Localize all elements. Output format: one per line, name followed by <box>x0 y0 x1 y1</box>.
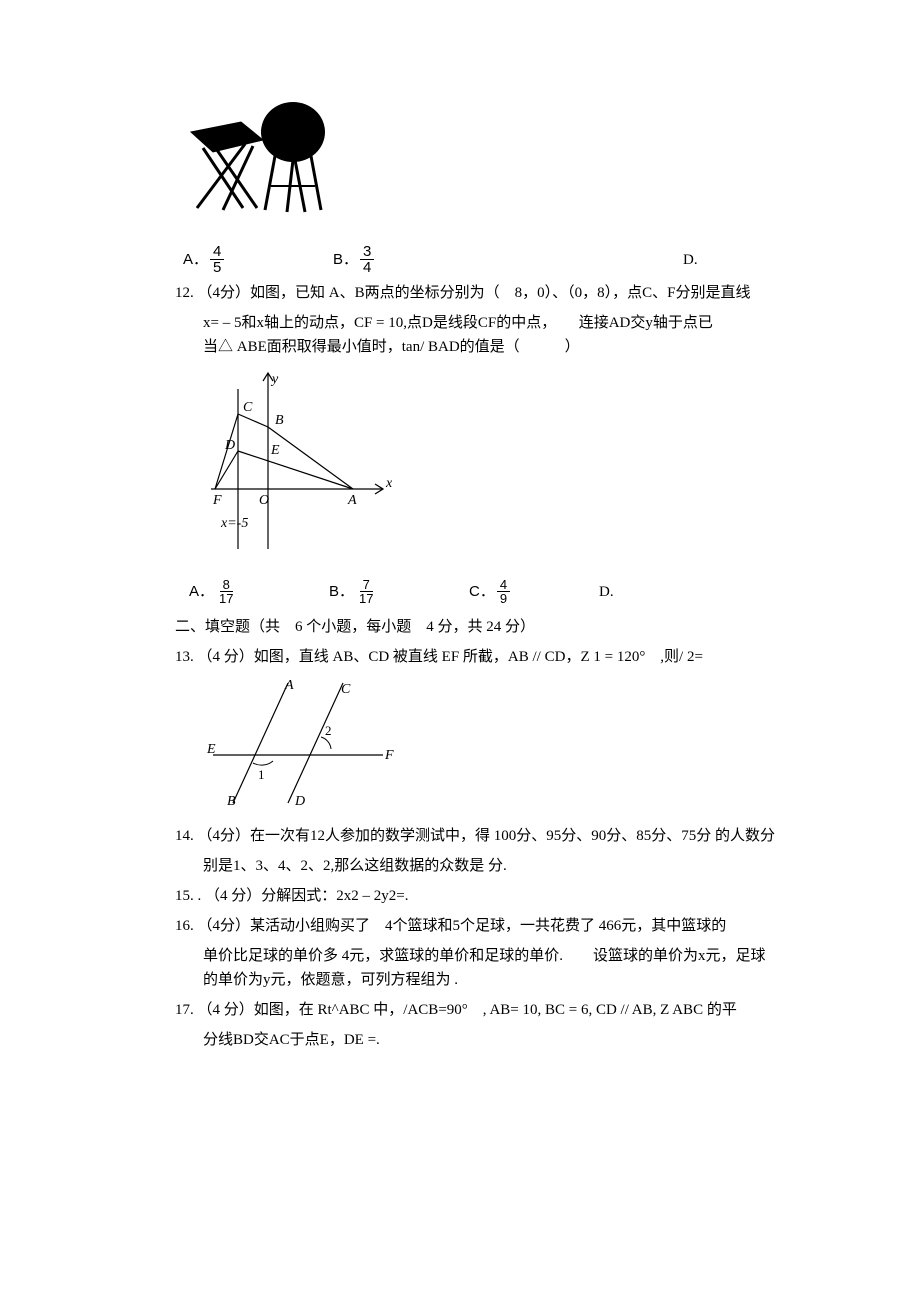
svg-text:F: F <box>212 493 222 508</box>
q12-c-frac: 4 9 <box>497 578 510 605</box>
opt-b-frac: 3 4 <box>360 244 374 275</box>
q15-text: （4 分）分解因式：2x2 – 2y2=. <box>205 888 408 904</box>
q12-c-label: C． <box>469 580 495 604</box>
q12-num: 12. <box>175 285 194 301</box>
q16-line1: （4分）某活动小组购买了 4个篮球和5个足球，一共花费了 466元，其中篮球的 <box>198 918 727 934</box>
q16-num: 16. <box>175 918 194 934</box>
q12-b-label: B． <box>329 580 354 604</box>
q17: 17. （4 分）如图，在 Rt^ABC 中，/ACB=90° , AB= 10… <box>175 998 775 1022</box>
q11-options: A． 4 5 B． 3 4 D. <box>183 244 775 275</box>
svg-text:A: A <box>347 493 357 508</box>
q12-options: A． 8 17 B． 7 17 C． 4 9 D. <box>189 578 775 605</box>
q12-graph: y C B D E F O A x x=-5 <box>203 369 775 572</box>
q15-num: 15. . <box>175 888 201 904</box>
opt-b-label: B． <box>333 248 358 272</box>
svg-text:F: F <box>384 748 394 763</box>
svg-text:E: E <box>206 742 216 757</box>
svg-text:1: 1 <box>258 767 265 782</box>
q17-line1: （4 分）如图，在 Rt^ABC 中，/ACB=90° , AB= 10, BC… <box>198 1002 737 1018</box>
svg-text:y: y <box>270 372 279 387</box>
q13-figure: A C E F B D 1 2 <box>203 675 775 818</box>
q12: 12. （4分）如图，已知 A、B两点的坐标分别为（ 8，0）、（0，8），点C… <box>175 281 775 305</box>
q14-line2: 别是1、3、4、2、2,那么这组数据的众数是 分. <box>203 854 775 878</box>
q12-line2: x= – 5和x轴上的动点，CF = 10,点D是线段CF的中点， 连接AD交y… <box>203 311 775 335</box>
q11-figure <box>183 90 775 238</box>
section2-title: 二、填空题（共 6 个小题，每小题 4 分，共 24 分） <box>175 615 775 639</box>
svg-text:C: C <box>341 682 351 697</box>
svg-text:B: B <box>227 794 236 809</box>
svg-text:B: B <box>275 413 284 428</box>
q14-num: 14. <box>175 828 194 844</box>
svg-text:D: D <box>224 438 235 453</box>
q15: 15. . （4 分）分解因式：2x2 – 2y2=. <box>175 884 775 908</box>
q13-text: （4 分）如图，直线 AB、CD 被直线 EF 所截，AB // CD，Z 1 … <box>198 649 703 665</box>
svg-text:D: D <box>294 794 305 809</box>
q16-line3: 的单价为y元，依题意，可列方程组为 . <box>203 968 775 992</box>
q12-d-label: D. <box>599 580 614 604</box>
q12-a-label: A． <box>189 580 214 604</box>
svg-text:2: 2 <box>325 723 332 738</box>
svg-text:O: O <box>259 493 269 508</box>
q13: 13. （4 分）如图，直线 AB、CD 被直线 EF 所截，AB // CD，… <box>175 645 775 669</box>
opt-a-frac: 4 5 <box>210 244 224 275</box>
q17-line2: 分线BD交AC于点E，DE =. <box>203 1028 775 1052</box>
q12-b-frac: 7 17 <box>356 578 376 605</box>
opt-d-label: D. <box>683 248 698 272</box>
opt-a-label: A． <box>183 248 208 272</box>
q14-line1: （4分）在一次有12人参加的数学测试中，得 100分、95分、90分、85分、7… <box>198 828 776 844</box>
q14: 14. （4分）在一次有12人参加的数学测试中，得 100分、95分、90分、8… <box>175 824 775 848</box>
q13-num: 13. <box>175 649 194 665</box>
q12-a-frac: 8 17 <box>216 578 236 605</box>
q16: 16. （4分）某活动小组购买了 4个篮球和5个足球，一共花费了 466元，其中… <box>175 914 775 938</box>
svg-text:E: E <box>270 443 280 458</box>
svg-text:x: x <box>385 476 393 491</box>
svg-text:x=-5: x=-5 <box>220 516 248 531</box>
q17-num: 17. <box>175 1002 194 1018</box>
svg-text:C: C <box>243 400 253 415</box>
svg-text:A: A <box>284 678 294 693</box>
q16-line2: 单价比足球的单价多 4元，求篮球的单价和足球的单价. 设篮球的单价为x元，足球 <box>203 944 775 968</box>
q12-line1: （4分）如图，已知 A、B两点的坐标分别为（ 8，0）、（0，8），点C、F分别… <box>198 285 751 301</box>
q12-line3: 当△ ABE面积取得最小值时，tan/ BAD的值是（ ） <box>203 335 775 359</box>
